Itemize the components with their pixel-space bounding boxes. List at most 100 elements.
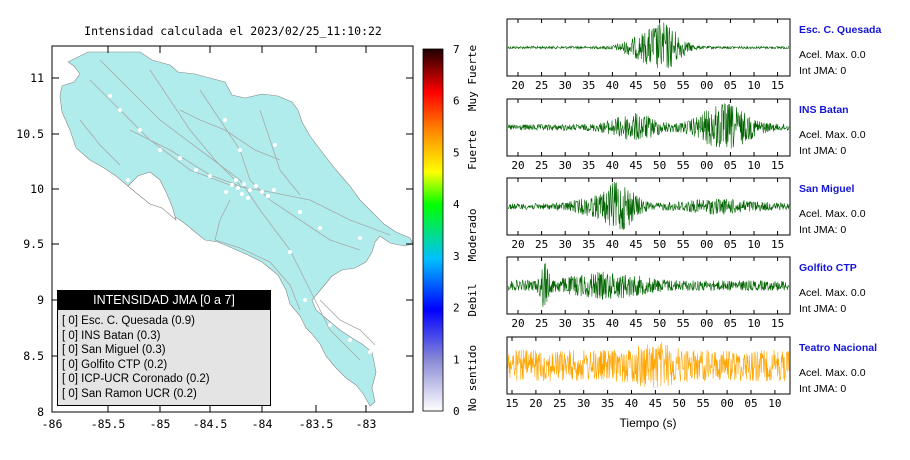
seismogram-tick-label: 20 <box>529 397 542 410</box>
seismogram-tick-label: 35 <box>582 317 595 330</box>
station-name: Esc. C. Quesada <box>799 24 881 36</box>
seismogram-tick-label: 20 <box>511 317 524 330</box>
seismogram-tick-label: 25 <box>553 397 566 410</box>
seismogram-trace <box>507 22 790 69</box>
map-x-tick-label: -84 <box>252 417 273 431</box>
seismogram-tick-label: 55 <box>677 79 690 92</box>
colorbar-ticks: 7 6 5 4 3 2 1 0 Muy Fuerte Fuerte Moderado Debil No … <box>453 43 479 418</box>
station-name: San Miguel <box>799 183 855 195</box>
seismogram-frame <box>506 336 791 395</box>
seismogram-tick-label: 40 <box>606 317 619 330</box>
colorbar-tick-label: 7 <box>453 43 460 56</box>
colorbar-tick-label: 1 <box>453 353 460 366</box>
station-max-accel: Acel. Max. 0.0 <box>799 287 866 299</box>
seismogram-tick-label: 15 <box>505 397 518 410</box>
seismogram-panel: 20 25 30 35 40 45 50 55 00 05 10 15 <box>506 98 791 172</box>
seismogram-tick-label: 05 <box>724 238 737 251</box>
seismogram-tick-label: 40 <box>606 79 619 92</box>
station-name: Golfito CTP <box>799 262 857 274</box>
seismogram-tick-label: 30 <box>559 317 572 330</box>
station-max-accel: Acel. Max. 0.0 <box>799 129 866 141</box>
station-jma-intensity: Int JMA: 0 <box>799 303 846 315</box>
seismogram-tick-label: 00 <box>700 79 713 92</box>
seismogram-tick-label: 30 <box>559 79 572 92</box>
map-x-tick-label: -85 <box>150 417 171 431</box>
seismogram-tick-label: 35 <box>582 238 595 251</box>
seismogram-panel: 20 25 30 35 40 45 50 55 00 05 10 15 <box>506 177 791 251</box>
seismogram-tick-label: 45 <box>629 159 642 172</box>
seismogram-tick-label: 45 <box>629 317 642 330</box>
seismogram-tick-label: 00 <box>700 159 713 172</box>
colorbar-level-label: Muy Fuerte <box>466 45 479 111</box>
intensity-colorbar <box>422 48 444 412</box>
seismogram-tick-label: 00 <box>720 397 733 410</box>
colorbar-tick-label: 3 <box>453 250 460 263</box>
seismogram-tick-label: 15 <box>771 317 784 330</box>
colorbar-tick-label: 6 <box>453 95 460 108</box>
map-title: Intensidad calculada el 2023/02/25_11:10… <box>84 24 382 38</box>
seismogram-tick-label: 15 <box>771 238 784 251</box>
intensity-legend: INTENSIDAD JMA [0 a 7] [ 0] Esc. C. Ques… <box>57 290 271 406</box>
map-x-tick-label: -83 <box>356 417 377 431</box>
map-x-tick-label: -84.5 <box>193 417 228 431</box>
seismogram-tick-label: 10 <box>747 159 760 172</box>
seismogram-trace <box>507 263 790 307</box>
seismogram-tick-label: 00 <box>700 238 713 251</box>
seismogram-tick-label: 55 <box>697 397 710 410</box>
map-frame <box>51 45 414 413</box>
map-y-tick-label: 10 <box>30 182 44 196</box>
road-network <box>79 59 391 361</box>
seismogram-tick-label: 45 <box>629 79 642 92</box>
seismogram-tick-label: 50 <box>653 238 666 251</box>
map-y-tick-label: 10.5 <box>16 127 44 141</box>
seismogram-tick-label: 25 <box>535 238 548 251</box>
seismogram-tick-label: 30 <box>559 238 572 251</box>
seismogram-tick-label: 35 <box>582 159 595 172</box>
seismogram-panel: 15 20 25 30 35 40 45 50 55 00 05 10 Tiempo (s) <box>505 336 791 430</box>
seismogram-tick-label: 10 <box>768 397 781 410</box>
station-jma-intensity: Int JMA: 0 <box>799 145 846 157</box>
seismogram-tick-label: 50 <box>673 397 686 410</box>
seismogram-trace <box>507 341 790 388</box>
map-x-tick-label: -83.5 <box>299 417 334 431</box>
seismogram-tick-label: 25 <box>535 79 548 92</box>
colorbar-tick-label: 0 <box>453 405 460 418</box>
seismogram-tick-label: 40 <box>625 397 638 410</box>
colorbar-tick-label: 4 <box>453 198 460 211</box>
map-axes: -86 -85.5 -85 -84.5 -84 -83.5 -83 11 10.5 10 9.5 9 8… <box>16 46 413 431</box>
map-y-tick-label: 9 <box>37 293 44 307</box>
legend-item: [ 0] Esc. C. Quesada (0.9) <box>62 315 195 327</box>
seismogram-tick-label: 20 <box>511 79 524 92</box>
station-jma-intensity: Int JMA: 0 <box>799 224 846 236</box>
seismogram-tick-label: 40 <box>606 159 619 172</box>
seismogram-tick-label: 00 <box>700 317 713 330</box>
colorbar-level-label: Fuerte <box>466 130 479 170</box>
seismogram-tick-label: 40 <box>606 238 619 251</box>
seismogram-tick-label: 30 <box>577 397 590 410</box>
seismogram-tick-label: 20 <box>511 238 524 251</box>
seismogram-tick-label: 05 <box>724 159 737 172</box>
seismogram-tick-label: 25 <box>535 317 548 330</box>
seismogram-tick-label: 10 <box>747 317 760 330</box>
station-name: INS Batan <box>799 104 849 116</box>
nicoya-gulf <box>127 171 177 221</box>
map-y-tick-label: 8.5 <box>23 349 44 363</box>
seismogram-tick-label: 05 <box>724 79 737 92</box>
seismogram-tick-label: 15 <box>771 159 784 172</box>
map-y-tick-label: 8 <box>37 405 44 419</box>
legend-item: [ 0] ICP-UCR Coronado (0.2) <box>62 373 210 386</box>
seismogram-tick-label: 50 <box>653 79 666 92</box>
legend-item: [ 0] San Ramon UCR (0.2) <box>62 387 197 400</box>
legend-item: [ 0] Golfito CTP (0.2) <box>62 358 168 371</box>
seismogram-trace <box>507 182 790 230</box>
map-y-tick-label: 11 <box>30 71 44 85</box>
colorbar-tick-label: 2 <box>453 302 460 315</box>
seismogram-tick-label: 50 <box>653 317 666 330</box>
colorbar-level-label: Debil <box>466 283 479 316</box>
seismogram-tick-label: 45 <box>629 238 642 251</box>
colorbar-level-label: No sentido <box>466 345 479 411</box>
seismogram-tick-label: 55 <box>677 317 690 330</box>
seismogram-tick-label: 35 <box>582 79 595 92</box>
seismogram-tick-label: 35 <box>601 397 614 410</box>
